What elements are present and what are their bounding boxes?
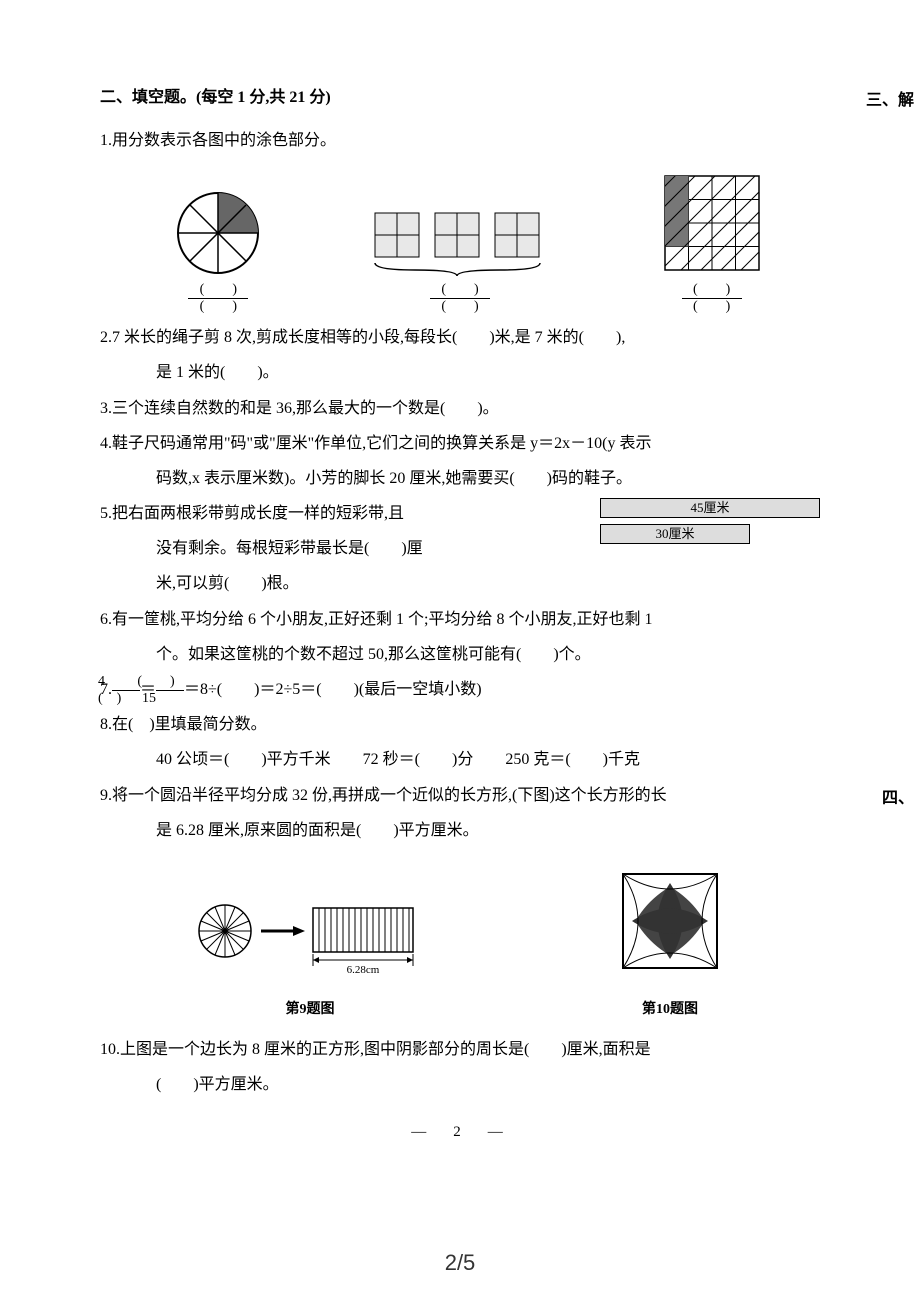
ribbon-30: 30厘米 xyxy=(600,524,750,544)
q9-line2: 是 6.28 厘米,原来圆的面积是( )平方厘米。 xyxy=(128,813,820,848)
frac-num: ( ) xyxy=(196,282,241,297)
edge-text-right-2: 四、 xyxy=(882,784,914,808)
q10-line1: 10.上图是一个边长为 8 厘米的正方形,图中阴影部分的周长是( )厘米,面积是 xyxy=(128,1032,820,1067)
q1-fig3-fraction: ( ) ( ) xyxy=(682,282,742,314)
label-628: 6.28cm xyxy=(347,964,380,976)
q1-fig1-fraction: ( ) ( ) xyxy=(188,282,248,314)
q3-text: 3.三个连续自然数的和是 36,那么最大的一个数是( )。 xyxy=(128,391,820,426)
frac-den: ( ) xyxy=(196,299,241,314)
q7-text: 7. 4( ) ＝ ( )15 ＝8÷( )＝2÷5＝( )(最后一空填小数) xyxy=(128,672,820,707)
q2-line2: 是 1 米的( )。 xyxy=(128,355,820,390)
frac-num: ( ) xyxy=(437,282,482,297)
q1-fig2: ( ) ( ) xyxy=(370,208,550,314)
q1-fig1: ( ) ( ) xyxy=(173,188,263,314)
q2-line1: 2.7 米长的绳子剪 8 次,剪成长度相等的小段,每段长( )米,是 7 米的(… xyxy=(128,320,820,355)
q9-figure: 6.28cm 第9题图 xyxy=(195,896,425,1026)
q6-line2: 个。如果这筐桃的个数不超过 50,那么这筐桃可能有( )个。 xyxy=(128,637,820,672)
q1-fig3: ( ) ( ) xyxy=(657,168,767,314)
q1-fig2-fraction: ( ) ( ) xyxy=(430,282,490,314)
q10-line2: ( )平方厘米。 xyxy=(128,1067,820,1102)
q9-line1: 9.将一个圆沿半径平均分成 32 份,再拼成一个近似的长方形,(下图)这个长方形… xyxy=(128,778,820,813)
q8-line2: 40 公顷＝( )平方千米 72 秒＝( )分 250 克＝( )千克 xyxy=(128,742,820,777)
q1-figures: ( ) ( ) xyxy=(120,168,820,314)
q4-line2: 码数,x 表示厘米数)。小芳的脚长 20 厘米,她需要买( )码的鞋子。 xyxy=(128,461,820,496)
q5-line3: 米,可以剪( )根。 xyxy=(128,566,820,601)
q9-caption: 第9题图 xyxy=(195,995,425,1026)
q7-rest: ＝8÷( )＝2÷5＝( )(最后一空填小数) xyxy=(184,681,482,698)
edge-text-right-1: 三、解 xyxy=(866,86,914,110)
square-arcs-icon xyxy=(615,866,725,976)
circle-to-rect-icon: 6.28cm xyxy=(195,896,425,976)
squares-grid-icon xyxy=(370,208,550,278)
section-title: 二、填空题。(每空 1 分,共 21 分) xyxy=(100,80,820,115)
ribbon-45: 45厘米 xyxy=(600,498,820,518)
footer-page-indicator: 2/5 xyxy=(0,1250,920,1276)
q1-text: 1.用分数表示各图中的涂色部分。 xyxy=(128,123,820,158)
q7-frac2: ( )15 xyxy=(156,674,184,706)
q4-line1: 4.鞋子尺码通常用"码"或"厘米"作单位,它们之间的换算关系是 y＝2x－10(… xyxy=(128,426,820,461)
q8-line1: 8.在( )里填最简分数。 xyxy=(128,707,820,742)
q5-ribbons: 45厘米 30厘米 xyxy=(600,498,820,550)
frac-den: ( ) xyxy=(689,299,734,314)
q10-caption: 第10题图 xyxy=(615,995,725,1026)
q7-frac1: 4( ) xyxy=(112,674,140,706)
page-number: — 2 — xyxy=(100,1116,820,1149)
hatched-grid-icon xyxy=(657,168,767,278)
q6-line1: 6.有一筐桃,平均分给 6 个小朋友,正好还剩 1 个;平均分给 8 个小朋友,… xyxy=(128,602,820,637)
q5-wrapper: 45厘米 30厘米 5.把右面两根彩带剪成长度一样的短彩带,且 没有剩余。每根短… xyxy=(100,496,820,602)
circle-quarter-icon xyxy=(173,188,263,278)
frac-num: ( ) xyxy=(689,282,734,297)
q9-q10-figures: 6.28cm 第9题图 xyxy=(100,866,820,1026)
page-content: 二、填空题。(每空 1 分,共 21 分) 1.用分数表示各图中的涂色部分。 (… xyxy=(0,0,920,1189)
q10-figure: 第10题图 xyxy=(615,866,725,1026)
frac-den: ( ) xyxy=(437,299,482,314)
